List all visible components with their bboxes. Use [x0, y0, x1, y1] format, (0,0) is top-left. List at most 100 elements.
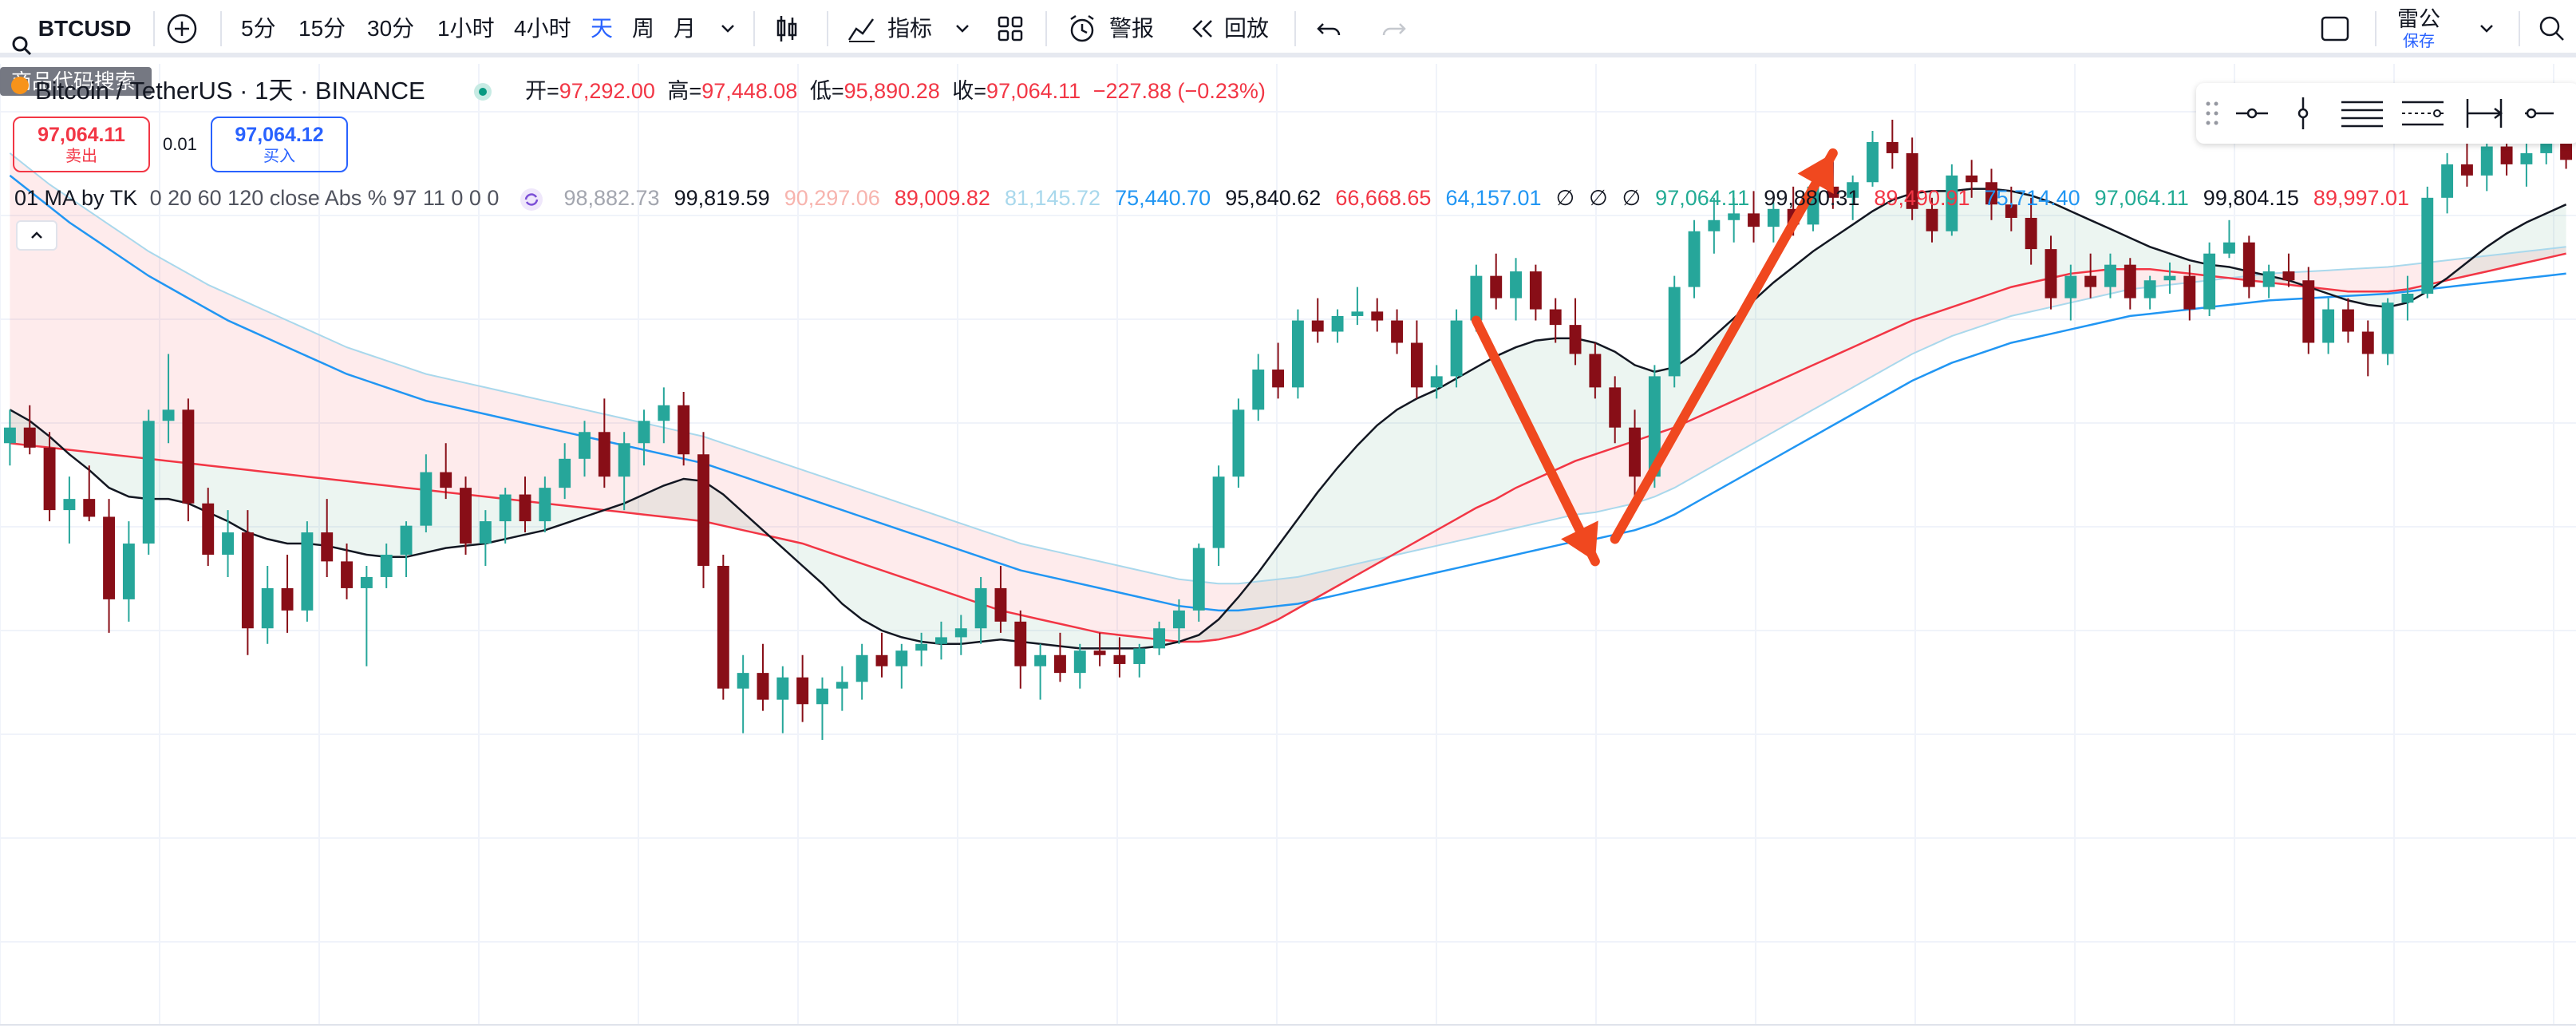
indicator-params: 0 20 60 120 close Abs % 97 11 0 0 0: [149, 186, 500, 210]
alert-button[interactable]: 警报: [1109, 16, 1155, 41]
spread-value: 0.01: [163, 134, 197, 154]
divider: [1045, 11, 1047, 46]
interval-5m[interactable]: 5分: [241, 16, 276, 41]
sell-button[interactable]: 97,064.11 卖出: [13, 117, 150, 172]
candle-body: [1252, 370, 1265, 410]
indicators-button[interactable]: 指标: [887, 16, 933, 41]
rewind-icon[interactable]: [1186, 13, 1218, 45]
candle-body: [2341, 309, 2354, 332]
candle-body: [499, 494, 512, 522]
candle-body: [1906, 152, 1918, 209]
candle-body: [202, 503, 215, 555]
chevron-down-icon[interactable]: [2471, 13, 2503, 45]
drag-handle-icon[interactable]: [2204, 99, 2220, 128]
candle-body: [2401, 294, 2414, 303]
candle-body: [2163, 275, 2176, 281]
candle-body: [796, 677, 809, 705]
candle-body: [1648, 376, 1661, 477]
parallel-channel-icon[interactable]: [2340, 96, 2384, 131]
candle-body: [678, 405, 690, 455]
indicator-value: 90,297.06: [784, 186, 880, 210]
layout-save-button[interactable]: 雷公 保存: [2391, 6, 2447, 51]
chevron-down-icon[interactable]: [712, 13, 744, 45]
add-symbol-button[interactable]: [166, 13, 198, 45]
candles-icon[interactable]: [771, 13, 803, 45]
vertical-line-icon[interactable]: [2286, 96, 2321, 131]
ma-line-slow: [9, 174, 2566, 612]
redo-icon[interactable]: [1377, 13, 1409, 45]
candle-body: [1708, 219, 1721, 231]
close-label: 收=: [952, 79, 987, 103]
sell-label: 卖出: [65, 148, 97, 165]
candle-body: [2183, 275, 2196, 310]
layout-grid-icon[interactable]: [994, 13, 1026, 45]
indicator-value: 81,145.72: [1004, 186, 1101, 210]
low-value: 95,890.28: [844, 79, 940, 103]
candle-body: [2441, 164, 2454, 198]
symbol-search-button[interactable]: BTCUSD: [11, 0, 131, 57]
candle-body: [301, 532, 314, 611]
market-status-icon: [474, 83, 492, 101]
candle-body: [2520, 152, 2533, 164]
replay-button[interactable]: 回放: [1224, 16, 1270, 41]
plus-circle-icon: [167, 14, 197, 44]
candle-body: [1629, 427, 1641, 477]
indicator-value: 99,819.59: [674, 186, 770, 210]
candle-body: [1172, 610, 1185, 629]
buy-button[interactable]: 97,064.12 买入: [211, 117, 348, 172]
interval-1w[interactable]: 周: [632, 16, 655, 41]
candle-body: [2500, 146, 2513, 164]
candle-body: [1192, 548, 1205, 611]
candle-body: [1430, 376, 1443, 388]
interval-1m[interactable]: 月: [674, 16, 697, 41]
indicator-value: 75,714.40: [1984, 186, 2080, 210]
candle-body: [638, 421, 650, 444]
horizontal-line-icon[interactable]: [2234, 96, 2270, 131]
more-tools-icon[interactable]: [2523, 96, 2555, 131]
chevron-down-icon[interactable]: [946, 13, 978, 45]
fullscreen-toggle-icon[interactable]: [2319, 13, 2351, 45]
indicator-value: 66,668.65: [1335, 186, 1432, 210]
candle-body: [875, 654, 888, 666]
symbol-label: BTCUSD: [38, 16, 132, 41]
buy-label: 买入: [263, 148, 295, 165]
candle-body: [1232, 409, 1245, 477]
indicators-icon[interactable]: [846, 13, 878, 45]
candle-body: [2064, 275, 2077, 299]
candle-body: [2025, 217, 2037, 250]
interval-1h[interactable]: 1小时: [437, 16, 495, 41]
collapse-legend-button[interactable]: [16, 220, 57, 251]
indicator-value: 89,997.01: [2313, 186, 2410, 210]
indicator-value: 97,064.11: [2094, 186, 2189, 210]
candle-body: [2143, 280, 2156, 299]
candle-body: [2381, 302, 2394, 354]
candle-body: [1093, 650, 1106, 655]
date-range-icon[interactable]: [2464, 96, 2504, 131]
candle-body: [994, 587, 1007, 622]
ma-band-fills: [10, 152, 2566, 649]
ohlc-legend: 开=97,292.00 高=97,448.08 低=95,890.28 收=97…: [525, 77, 1266, 105]
refresh-icon[interactable]: [520, 188, 543, 212]
quick-search-icon[interactable]: [2536, 13, 2568, 45]
divider: [153, 11, 155, 46]
candle-body: [2302, 280, 2315, 343]
candle-body: [2282, 271, 2295, 281]
interval-30m[interactable]: 30分: [367, 16, 415, 41]
candle-body: [717, 565, 729, 689]
alarm-clock-icon[interactable]: [1066, 13, 1098, 45]
interval-1d[interactable]: 天: [591, 16, 614, 41]
open-label: 开=: [525, 79, 559, 103]
undo-icon[interactable]: [1314, 13, 1345, 45]
divider: [753, 11, 755, 46]
annotation-arrow-shaft: [1471, 315, 1600, 567]
fib-retracement-icon[interactable]: [2400, 96, 2445, 131]
close-value: 97,064.11: [986, 79, 1081, 103]
ma-lines: [9, 152, 2567, 650]
candle-body: [360, 576, 373, 588]
candle-body: [1946, 175, 1958, 231]
interval-15m[interactable]: 15分: [298, 16, 346, 41]
interval-4h[interactable]: 4小时: [514, 16, 571, 41]
candle-body: [776, 677, 789, 700]
indicator-value: 89,490.91: [1874, 186, 1970, 210]
